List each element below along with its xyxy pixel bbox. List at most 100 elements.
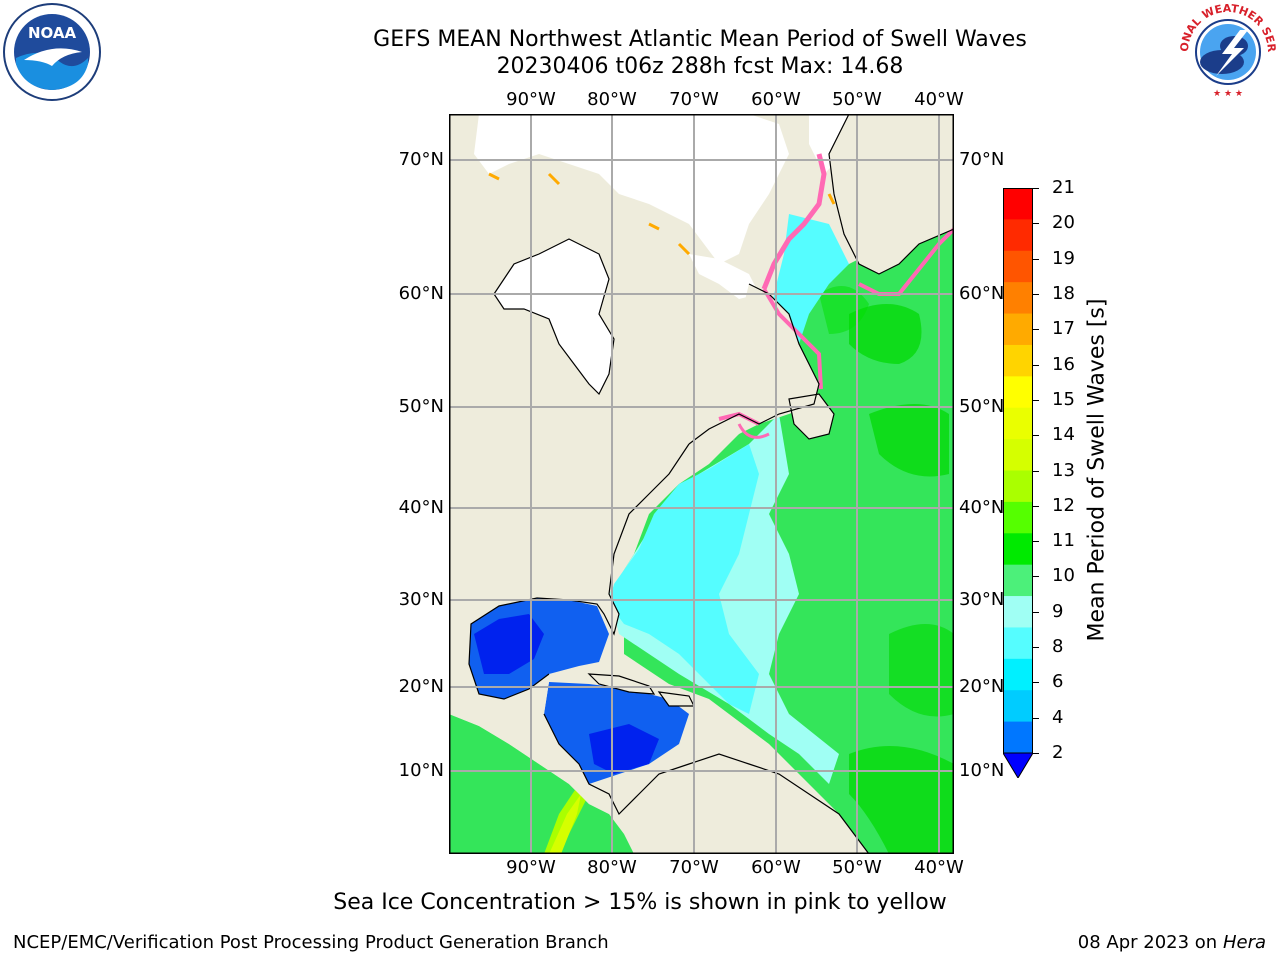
- colorbar-tick-label: 13: [1052, 459, 1075, 481]
- colorbar-segment: [1003, 690, 1033, 723]
- map-plot: [449, 114, 954, 854]
- colorbar-tick-mark: [1033, 364, 1039, 366]
- colorbar-segment: [1003, 219, 1033, 252]
- colorbar-segment: [1003, 188, 1033, 220]
- colorbar-segment: [1003, 376, 1033, 409]
- lon-label-top: 70°W: [669, 89, 719, 110]
- colorbar-tick-mark: [1033, 647, 1039, 649]
- footer-date: 08 Apr 2023 on Hera: [1078, 932, 1266, 953]
- south-america: [619, 754, 869, 854]
- colorbar-segment: [1003, 658, 1033, 691]
- coastlines: [468, 114, 954, 854]
- lat-label-right: 60°N: [959, 283, 1005, 304]
- colorbar-segment: [1003, 564, 1033, 597]
- colorbar-tick-label: 17: [1052, 318, 1075, 340]
- colorbar-tick-label: 2: [1052, 742, 1064, 763]
- greenland: [829, 114, 954, 274]
- lon-label-top: 60°W: [751, 89, 801, 110]
- colorbar-segment: [1003, 407, 1033, 440]
- lat-label-right: 20°N: [959, 676, 1005, 697]
- lat-label-left: 30°N: [398, 589, 444, 610]
- colorbar-segment: [1003, 470, 1033, 503]
- colorbar-tick-mark: [1033, 188, 1039, 189]
- lat-label-left: 50°N: [398, 396, 444, 417]
- sea-ice-note: Sea Ice Concentration > 15% is shown in …: [333, 890, 947, 915]
- lat-label-right: 70°N: [959, 149, 1005, 170]
- colorbar-tick-label: 20: [1052, 212, 1075, 234]
- colorbar-tick-mark: [1033, 470, 1039, 472]
- colorbar-tick-label: 11: [1052, 530, 1075, 552]
- lat-label-right: 10°N: [959, 760, 1005, 781]
- colorbar-frame: [1003, 188, 1033, 754]
- lon-label-bottom: 80°W: [587, 857, 637, 878]
- colorbar-tick-mark: [1033, 682, 1039, 684]
- colorbar-tick-mark: [1033, 717, 1039, 719]
- map-frame: [449, 114, 954, 854]
- colorbar-segment: [1003, 533, 1033, 566]
- lon-label-bottom: 70°W: [669, 857, 719, 878]
- colorbar-tick-mark: [1033, 258, 1039, 260]
- graticule: [449, 114, 954, 854]
- colorbar-tick-label: 4: [1052, 706, 1064, 728]
- lat-label-right: 30°N: [959, 589, 1005, 610]
- lon-label-bottom: 40°W: [914, 857, 964, 878]
- colorbar-tick-mark: [1033, 435, 1039, 437]
- colorbar-under-arrow: [1003, 752, 1033, 778]
- sea-ice-edge: [761, 153, 827, 290]
- colorbar-segment: [1003, 501, 1033, 534]
- colorbar-label: Mean Period of Swell Waves [s]: [1084, 298, 1110, 642]
- lon-label-bottom: 50°W: [832, 857, 882, 878]
- ocean-pacific: [449, 714, 634, 854]
- colorbar-segment: [1003, 721, 1033, 754]
- lon-label-bottom: 60°W: [751, 857, 801, 878]
- lon-label-bottom: 90°W: [506, 857, 556, 878]
- colorbar-tick-mark: [1033, 293, 1039, 295]
- colorbar-tick-label: 15: [1052, 388, 1075, 410]
- colorbar-tick-label: 19: [1052, 247, 1075, 269]
- lat-label-left: 20°N: [398, 676, 444, 697]
- colorbar-segment: [1003, 250, 1033, 283]
- colorbar-tick-label: 12: [1052, 494, 1075, 516]
- colorbar-tick-mark: [1033, 223, 1039, 225]
- colorbar-tick-mark: [1033, 541, 1039, 543]
- ocean-cyan: [609, 444, 759, 714]
- colorbar-tick-label: 9: [1052, 600, 1064, 622]
- colorbar-tick-mark: [1033, 505, 1039, 507]
- lon-label-top: 50°W: [832, 89, 882, 110]
- colorbar-tick-label: 8: [1052, 636, 1064, 658]
- colorbar-tick-mark: [1033, 611, 1039, 613]
- colorbar-tick-mark: [1033, 399, 1039, 401]
- map-subtitle: 20230406 t06z 288h fcst Max: 14.68: [496, 54, 904, 79]
- colorbar-segment: [1003, 627, 1033, 660]
- nws-logo: NATIONAL WEATHER SERVICE ★ ★ ★: [1178, 2, 1278, 100]
- hudson-bay: [494, 239, 614, 394]
- colorbar-tick-label: 14: [1052, 424, 1075, 446]
- map-title: GEFS MEAN Northwest Atlantic Mean Period…: [373, 27, 1027, 52]
- footer-date-text: 08 Apr 2023 on: [1077, 932, 1223, 953]
- noaa-logo-text: NOAA: [28, 24, 77, 42]
- lat-label-left: 10°N: [398, 760, 444, 781]
- colorbar-segment: [1003, 439, 1033, 471]
- noaa-logo: NOAA: [3, 3, 101, 101]
- colorbar-tick-label: 21: [1052, 177, 1075, 198]
- footer-credit: NCEP/EMC/Verification Post Processing Pr…: [13, 932, 609, 953]
- colorbar-segment: [1003, 596, 1033, 628]
- svg-text:★ ★ ★: ★ ★ ★: [1213, 89, 1243, 99]
- colorbar-tick-mark: [1033, 329, 1039, 331]
- footer-host: Hera: [1222, 932, 1266, 953]
- colorbar-tick-label: 18: [1052, 282, 1075, 304]
- lat-label-left: 70°N: [398, 149, 444, 170]
- colorbar-tick-mark: [1033, 576, 1039, 578]
- lon-label-top: 40°W: [914, 89, 964, 110]
- colorbar-tick-label: 10: [1052, 565, 1075, 587]
- lon-label-top: 90°W: [506, 89, 556, 110]
- lat-label-left: 60°N: [398, 283, 444, 304]
- colorbar-tick-label: 6: [1052, 671, 1064, 693]
- lon-label-top: 80°W: [587, 89, 637, 110]
- colorbar-tick-label: 16: [1052, 353, 1075, 375]
- colorbar-segment: [1003, 282, 1033, 315]
- colorbar-segment: [1003, 313, 1033, 346]
- lat-label-right: 50°N: [959, 396, 1005, 417]
- lat-label-right: 40°N: [959, 497, 1005, 518]
- colorbar-segment: [1003, 344, 1033, 377]
